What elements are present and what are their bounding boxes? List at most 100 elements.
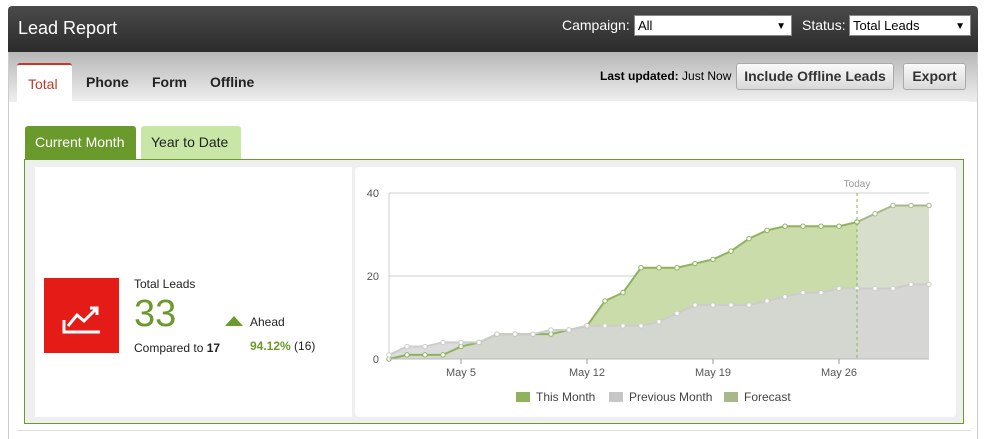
data-point: [836, 223, 842, 229]
campaign-select-value: All: [638, 18, 653, 33]
kpi-compared: Compared to 17: [134, 341, 220, 355]
data-point: [926, 202, 932, 209]
legend-swatch: [724, 392, 738, 402]
kpi-label: Total Leads: [134, 277, 196, 291]
data-point: [512, 331, 518, 337]
data-point: [566, 327, 572, 333]
data-point: [440, 339, 446, 346]
data-point: [404, 352, 410, 358]
data-point: [656, 265, 662, 271]
data-point: [404, 343, 410, 350]
data-point: [908, 202, 914, 209]
data-point: [746, 302, 752, 308]
kpi-value: 33: [134, 293, 177, 335]
ahead-percent: 94.12% (16): [250, 339, 315, 353]
data-point: [890, 285, 896, 292]
legend-label: Previous Month: [629, 390, 713, 404]
data-point: [656, 318, 662, 325]
include-offline-leads-button[interactable]: Include Offline Leads: [736, 63, 894, 90]
report-panel: [8, 52, 978, 439]
status-select[interactable]: Total Leads ▼: [849, 15, 971, 36]
leads-area-chart: 0 20 40 May 5 May 12 May 19 May 26 Today: [367, 179, 932, 379]
data-point: [692, 260, 698, 267]
divider: [17, 430, 971, 431]
chevron-down-icon: ▼: [955, 21, 965, 32]
campaign-label: Campaign:: [562, 17, 630, 33]
data-point: [674, 265, 680, 271]
page-title: Lead Report: [18, 18, 118, 38]
legend-swatch: [609, 392, 623, 402]
data-point: [476, 339, 482, 346]
y-tick-label: 40: [367, 188, 379, 200]
tab-year-to-date[interactable]: Year to Date: [141, 126, 241, 159]
legend-label: This Month: [536, 390, 596, 404]
data-point: [836, 285, 842, 292]
data-point: [710, 302, 716, 308]
arrow-up-icon: [225, 316, 243, 326]
data-point: [890, 202, 896, 209]
x-tick-label: May 5: [446, 367, 476, 379]
report-header: Lead Report Campaign: All ▼ Status: Tota…: [8, 6, 978, 52]
data-point: [530, 331, 536, 337]
legend-item-forecast: Forecast: [724, 390, 791, 404]
data-point: [692, 302, 698, 308]
status-select-value: Total Leads: [853, 18, 920, 33]
x-tick-label: May 26: [821, 367, 857, 379]
chevron-down-icon: ▼: [776, 21, 786, 32]
data-point: [926, 281, 932, 288]
data-point: [800, 289, 806, 296]
legend-item-previous-month: Previous Month: [609, 390, 712, 404]
data-point: [782, 294, 788, 300]
data-point: [818, 289, 824, 296]
data-point: [728, 248, 734, 254]
data-point: [422, 343, 428, 350]
today-label: Today: [844, 179, 871, 190]
data-point: [386, 352, 392, 358]
export-button[interactable]: Export: [903, 63, 966, 90]
data-point: [440, 352, 446, 358]
data-point: [674, 310, 680, 317]
last-updated: Last updated: Just Now: [600, 69, 731, 83]
data-point: [584, 323, 590, 329]
legend-item-this-month: This Month: [516, 390, 595, 404]
data-point: [638, 323, 644, 329]
tab-total[interactable]: Total: [17, 63, 72, 101]
data-point: [638, 265, 644, 271]
data-point: [872, 285, 878, 292]
data-point: [800, 223, 806, 229]
tab-current-month[interactable]: Current Month: [25, 126, 136, 159]
data-point: [872, 211, 878, 217]
data-point: [458, 339, 464, 346]
x-tick-label: May 12: [569, 367, 605, 379]
data-point: [602, 298, 608, 304]
data-point: [602, 323, 608, 329]
ahead-label: Ahead: [250, 315, 285, 329]
data-point: [908, 281, 914, 288]
legend-swatch: [516, 392, 530, 402]
data-point: [782, 223, 788, 229]
data-point: [620, 323, 626, 329]
data-point: [764, 227, 770, 234]
legend-label: Forecast: [744, 390, 791, 404]
data-point: [548, 327, 554, 333]
y-tick-label: 0: [373, 354, 379, 366]
data-point: [710, 256, 716, 263]
tab-form[interactable]: Form: [152, 74, 187, 90]
data-point: [764, 298, 770, 304]
kpi-compared-prefix: Compared to: [134, 341, 204, 355]
last-updated-label: Last updated:: [600, 69, 679, 83]
tab-phone[interactable]: Phone: [86, 74, 129, 90]
ahead-diff-value: (16): [294, 339, 316, 353]
x-tick-label: May 19: [695, 367, 731, 379]
tab-offline[interactable]: Offline: [210, 74, 255, 90]
campaign-select[interactable]: All ▼: [634, 15, 792, 36]
last-updated-value: Just Now: [682, 69, 732, 83]
data-point: [620, 289, 626, 296]
data-point: [746, 235, 752, 242]
trend-up-icon: [44, 278, 119, 353]
ahead-percent-value: 94.12%: [250, 339, 291, 353]
data-point: [728, 302, 734, 308]
kpi-compared-value: 17: [206, 341, 221, 355]
data-point: [818, 223, 824, 229]
data-point: [422, 352, 428, 358]
